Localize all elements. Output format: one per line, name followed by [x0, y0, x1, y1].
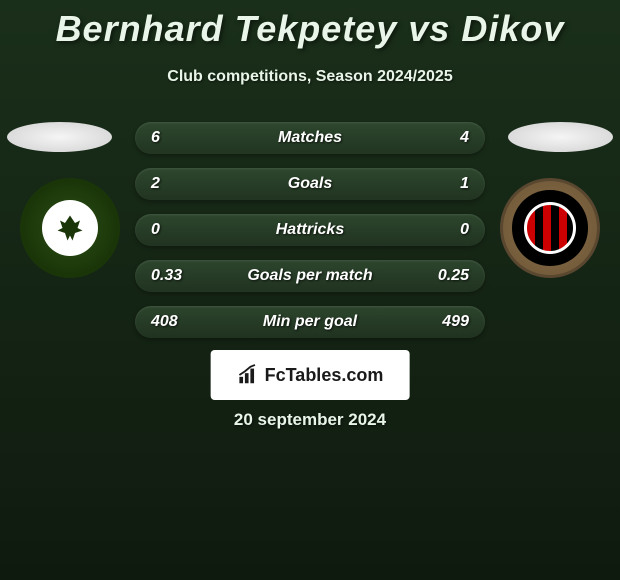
stat-value-right: 4 [429, 129, 469, 147]
stat-value-right: 499 [429, 313, 469, 331]
stat-value-left: 408 [151, 313, 191, 331]
stat-row: 0 Hattricks 0 [135, 214, 485, 246]
stat-label: Goals [288, 175, 332, 193]
player-silhouette-left [7, 122, 112, 152]
eagle-icon [55, 213, 85, 243]
stat-label: Matches [278, 129, 342, 147]
badge-outer-ring [20, 178, 120, 278]
stat-value-left: 2 [151, 175, 191, 193]
brand-badge[interactable]: FcTables.com [211, 350, 410, 400]
stat-label: Hattricks [276, 221, 344, 239]
badge-stripes [524, 202, 577, 255]
comparison-card: Bernhard Tekpetey vs Dikov Club competit… [0, 0, 620, 580]
player-silhouette-right [508, 122, 613, 152]
stats-table: 6 Matches 4 2 Goals 1 0 Hattricks 0 0.33… [135, 122, 485, 352]
stat-row: 2 Goals 1 [135, 168, 485, 200]
subtitle: Club competitions, Season 2024/2025 [0, 68, 620, 86]
stat-value-right: 0 [429, 221, 469, 239]
stat-value-left: 0 [151, 221, 191, 239]
stat-value-left: 6 [151, 129, 191, 147]
stat-row: 408 Min per goal 499 [135, 306, 485, 338]
stat-value-left: 0.33 [151, 267, 191, 285]
chart-icon [237, 364, 259, 386]
stat-row: 0.33 Goals per match 0.25 [135, 260, 485, 292]
stat-value-right: 0.25 [429, 267, 469, 285]
date-label: 20 september 2024 [0, 410, 620, 430]
badge-inner-black [512, 190, 587, 265]
stat-label: Goals per match [247, 267, 372, 285]
badge-outer-ring [500, 178, 600, 278]
brand-text: FcTables.com [265, 365, 384, 386]
club-badge-left [20, 178, 120, 278]
stat-row: 6 Matches 4 [135, 122, 485, 154]
club-badge-right [500, 178, 600, 278]
badge-inner [42, 200, 98, 256]
stat-label: Min per goal [263, 313, 357, 331]
page-title: Bernhard Tekpetey vs Dikov [0, 0, 620, 50]
stat-value-right: 1 [429, 175, 469, 193]
